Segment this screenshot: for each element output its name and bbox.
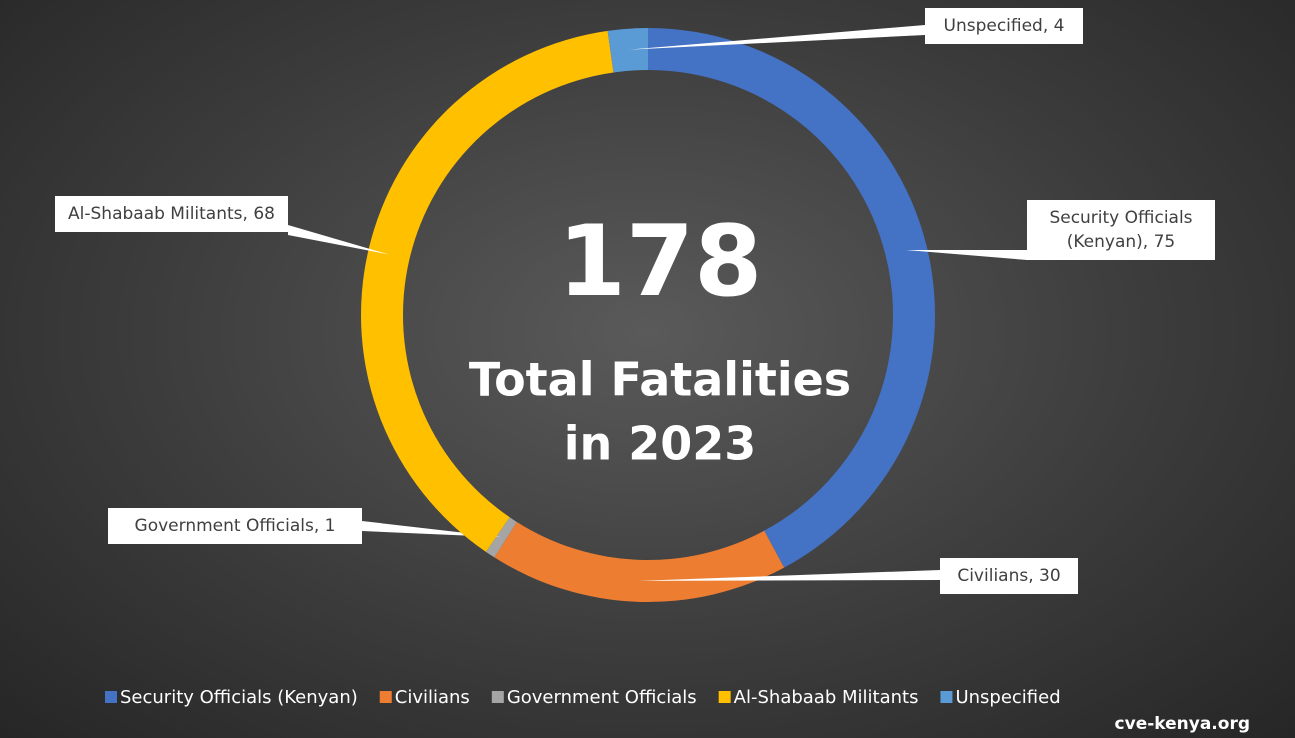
center-caption: Total Fatalities <box>469 353 851 407</box>
data-label: Al-Shabaab Militants, 68 <box>55 196 288 232</box>
leader-line <box>629 25 925 50</box>
legend-label: Government Officials <box>507 687 697 708</box>
donut-slice <box>485 517 517 558</box>
legend-label: Civilians <box>395 687 470 708</box>
legend-label: Unspecified <box>955 687 1060 708</box>
legend-swatch <box>105 691 117 703</box>
leader-line <box>288 225 389 255</box>
donut-slice <box>607 28 648 73</box>
donut-slice <box>648 28 936 568</box>
leader-line <box>638 570 940 581</box>
legend-swatch <box>940 691 953 703</box>
leader-line <box>905 249 1027 260</box>
center-caption: in 2023 <box>564 417 757 471</box>
center-value: 178 <box>558 205 763 319</box>
data-label: Government Officials, 1 <box>108 508 362 544</box>
data-label: Unspecified, 4 <box>925 8 1083 44</box>
source: cve-kenya.org <box>1115 714 1250 734</box>
legend-label: Al-Shabaab Militants <box>734 687 919 708</box>
data-label: Security Officials (Kenyan), 75 <box>1027 200 1215 260</box>
donut-slice <box>494 521 785 602</box>
legend-label: Security Officials (Kenyan) <box>120 687 358 708</box>
donut-slice <box>361 30 614 552</box>
legend-swatch <box>718 691 731 703</box>
data-label: Civilians, 30 <box>940 558 1078 594</box>
legend-swatch <box>379 691 392 703</box>
legend-swatch <box>491 691 504 703</box>
